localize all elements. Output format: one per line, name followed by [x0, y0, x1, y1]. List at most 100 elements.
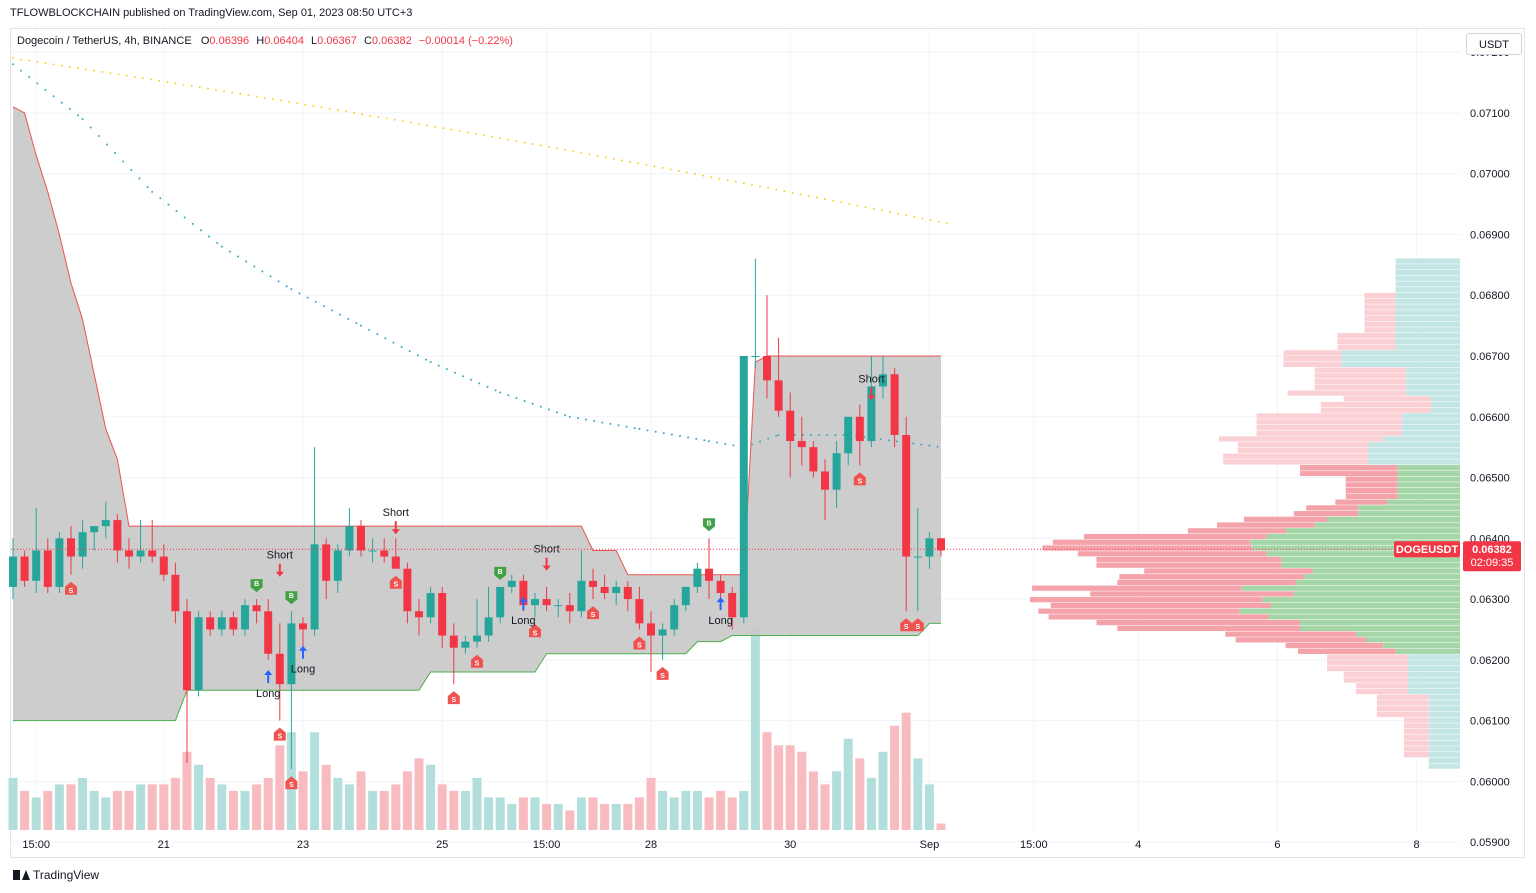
band-upper-line — [12, 106, 941, 576]
volume-profile-up — [1397, 482, 1460, 488]
ema-slow-dot — [44, 62, 47, 65]
volume-profile-down — [1403, 740, 1429, 746]
volume-profile-up — [1368, 447, 1460, 454]
candle-body — [310, 544, 319, 630]
short-arrow: Short — [533, 544, 560, 571]
long-arrow: Long — [256, 670, 280, 700]
ema-fast-dot — [810, 434, 813, 436]
volume-profile-down — [1364, 327, 1396, 333]
ema-fast-dot — [547, 408, 550, 411]
time-tick-label: 30 — [784, 839, 796, 851]
currency-button[interactable]: USDT — [1466, 33, 1522, 55]
ema-fast-dot — [408, 350, 411, 353]
volume-profile-up — [1293, 591, 1460, 597]
volume-profile-down — [1403, 717, 1429, 723]
time-tick-label: 28 — [645, 839, 657, 851]
volume-bar — [437, 784, 447, 830]
ema-slow-dot — [466, 131, 469, 134]
candle-body — [716, 580, 725, 593]
ema-fast-dot — [416, 354, 419, 357]
ema-slow-dot — [888, 211, 891, 214]
ema-fast-dot — [81, 118, 84, 120]
long-label: Long — [291, 664, 315, 676]
volume-bar — [553, 803, 563, 830]
ema-slow-dot — [377, 115, 380, 118]
ema-fast-dot — [625, 425, 628, 428]
volume-profile-up — [1285, 528, 1460, 534]
candle-body — [275, 653, 284, 685]
candle-body — [484, 617, 493, 636]
signal-tag-label: B — [289, 593, 294, 600]
ema-slow-dot — [547, 145, 550, 148]
volume-bar — [8, 777, 18, 830]
volume-bars — [8, 628, 946, 830]
sell-signal-tag: S — [285, 776, 298, 790]
ema-slow-dot — [604, 156, 607, 159]
candle-body — [519, 580, 528, 606]
ema-fast-dot — [261, 270, 264, 273]
candle-body — [426, 593, 435, 618]
ema-slow-dot — [76, 67, 79, 70]
buy-signal-tag: B — [494, 566, 507, 580]
ema-slow-dot — [929, 219, 932, 222]
volume-profile-down — [1293, 510, 1359, 517]
ema-slow-dot — [263, 96, 266, 99]
ema-slow-dot — [580, 151, 583, 154]
signal-tag-label: S — [591, 612, 596, 619]
ema-slow-dot — [621, 159, 623, 162]
short-arrow: Short — [383, 507, 409, 535]
volume-profile-up — [1397, 488, 1460, 494]
ema-fast-dot — [355, 322, 358, 325]
ema-slow-dot — [539, 144, 542, 147]
volume-profile-up — [1430, 396, 1460, 402]
candle-body — [322, 544, 331, 581]
volume-profile-down — [1364, 292, 1396, 299]
volume-profile-down — [1144, 568, 1313, 574]
ema-fast-dot — [384, 337, 387, 340]
tradingview-brand[interactable]: TradingView — [13, 868, 99, 882]
volume-bar — [112, 790, 122, 830]
ema-fast-dot — [130, 169, 133, 172]
ema-fast-dot — [564, 414, 567, 417]
volume-profile-down — [1337, 344, 1396, 350]
ema-fast-dot — [28, 76, 31, 79]
ema-fast-dot — [306, 296, 309, 299]
volume-profile-up — [1408, 671, 1460, 677]
candle-body — [391, 556, 400, 569]
ema-fast-dot — [887, 439, 890, 442]
ema-fast-dot — [269, 275, 272, 278]
low-label: L — [311, 35, 318, 47]
volume-profile-down — [1237, 442, 1369, 448]
signal-tag-label: S — [451, 697, 456, 704]
ema-fast-dot — [89, 126, 92, 129]
volume-profile-down — [1376, 694, 1429, 700]
volume-profile-up — [1405, 378, 1460, 385]
close-value: 0.06382 — [371, 35, 412, 47]
volume-profile-down — [1403, 746, 1429, 752]
candle-body — [751, 356, 760, 357]
candle-body — [705, 568, 713, 581]
volume-bar — [832, 771, 842, 830]
ema-slow-dot — [117, 73, 120, 76]
ema-slow-dot — [945, 222, 948, 225]
ema-fast-dot — [585, 418, 588, 421]
signal-tag-label: S — [69, 588, 74, 595]
ema-slow-dot — [231, 91, 234, 94]
candle-body — [774, 380, 783, 411]
volume-profile-up — [1358, 505, 1460, 511]
ema-slow-dot — [734, 180, 737, 183]
ema-fast-dot — [609, 422, 612, 425]
ema-slow-dot — [799, 193, 802, 196]
ema-slow-dot — [442, 127, 445, 130]
ema-fast-dot — [453, 371, 456, 374]
volume-profile-up — [1408, 677, 1460, 683]
long-arrow: Long — [291, 645, 315, 676]
volume-bar — [890, 725, 900, 830]
volume-profile-up — [1428, 700, 1460, 706]
volume-profile-up — [1270, 602, 1460, 609]
volume-profile-down — [1364, 315, 1396, 322]
volume-bar — [518, 797, 528, 830]
close-label: C — [363, 35, 372, 47]
volume-profile-down — [1283, 356, 1342, 362]
